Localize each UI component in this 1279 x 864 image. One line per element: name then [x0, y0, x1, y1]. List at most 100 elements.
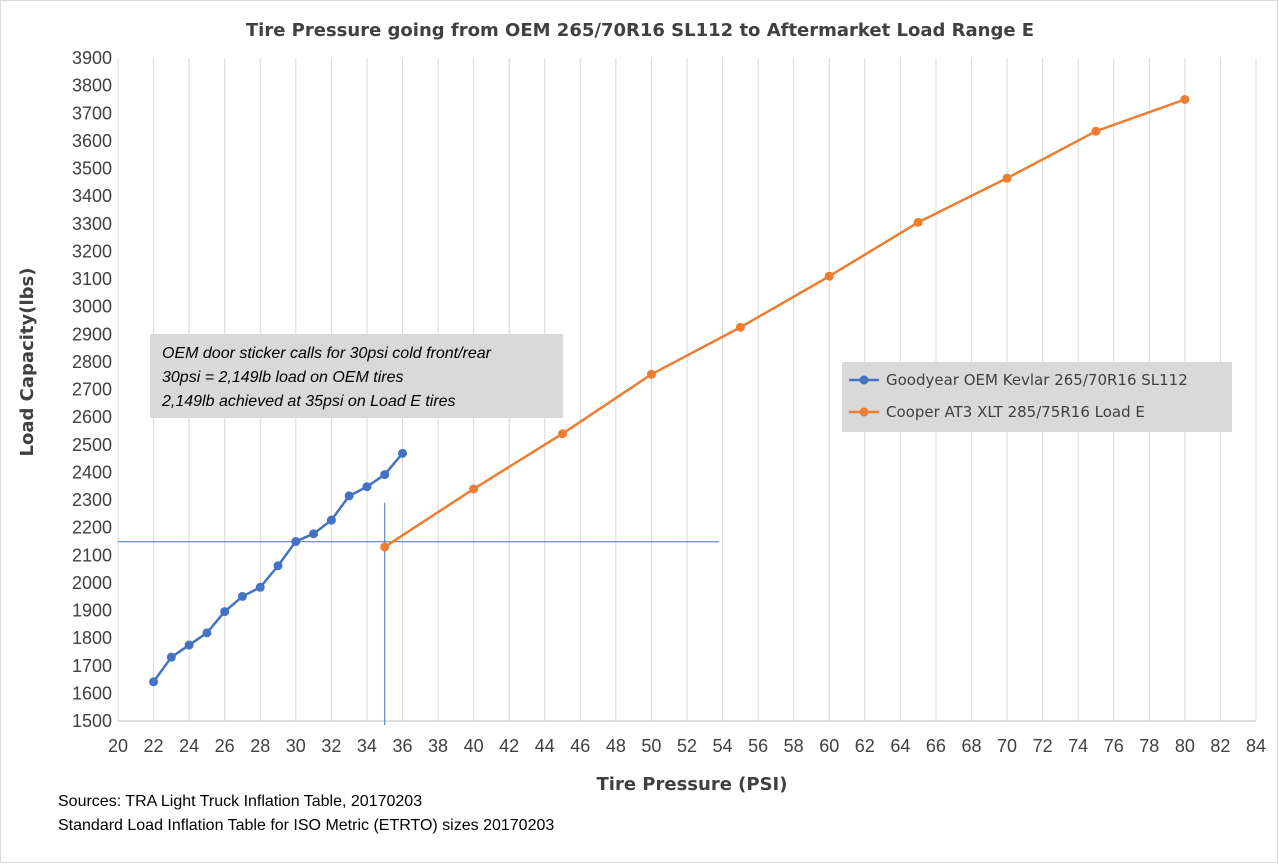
legend-label-goodyear: Goodyear OEM Kevlar 265/70R16 SL112 — [886, 371, 1188, 389]
data-point-cooper — [824, 271, 834, 281]
x-tick-label: 32 — [321, 736, 341, 756]
x-tick-label: 64 — [890, 736, 910, 756]
y-tick-label: 1900 — [72, 601, 112, 621]
x-tick-label: 74 — [1068, 736, 1088, 756]
y-tick-label: 1700 — [72, 656, 112, 676]
x-tick-label: 60 — [819, 736, 839, 756]
x-tick-label: 84 — [1246, 736, 1266, 756]
y-tick-label: 3100 — [72, 269, 112, 289]
x-tick-label: 82 — [1210, 736, 1230, 756]
source-note-2: Standard Load Inflation Table for ISO Me… — [58, 817, 554, 834]
y-tick-label: 3000 — [72, 297, 112, 317]
x-tick-label: 26 — [215, 736, 235, 756]
x-tick-label: 52 — [677, 736, 697, 756]
data-point-goodyear — [255, 582, 265, 592]
data-point-goodyear — [273, 561, 283, 571]
y-tick-label: 2700 — [72, 380, 112, 400]
y-tick-label: 3500 — [72, 159, 112, 179]
x-tick-label: 40 — [464, 736, 484, 756]
y-tick-label: 2200 — [72, 518, 112, 538]
data-point-cooper — [735, 322, 745, 332]
y-tick-label: 1500 — [72, 711, 112, 731]
annotation-line-2: 30psi = 2,149lb load on OEM tires — [162, 369, 403, 386]
data-point-goodyear — [398, 448, 407, 458]
x-tick-label: 22 — [144, 736, 164, 756]
y-tick-label: 1800 — [72, 628, 112, 648]
series — [149, 94, 1190, 687]
data-point-goodyear — [309, 529, 319, 539]
data-point-goodyear — [166, 652, 176, 662]
source-note-1: Sources: TRA Light Truck Inflation Table… — [58, 793, 422, 810]
legend-label-cooper: Cooper AT3 XLT 285/75R16 Load E — [886, 403, 1145, 421]
data-point-goodyear — [326, 515, 336, 525]
x-tick-label: 38 — [428, 736, 448, 756]
x-tick-labels: 20 22 24 26 28 30 32 34 36 38 40 42 44 46 48 50 52 54 56 58… — [108, 736, 1266, 756]
data-point-cooper — [1180, 94, 1190, 104]
y-tick-label: 3400 — [72, 186, 112, 206]
y-tick-label: 3900 — [72, 48, 112, 68]
annotation-box: OEM door sticker calls for 30psi cold fr… — [150, 334, 563, 418]
data-point-goodyear — [184, 640, 194, 650]
x-tick-label: 28 — [250, 736, 270, 756]
x-tick-label: 70 — [997, 736, 1017, 756]
y-tick-label: 2100 — [72, 545, 112, 565]
data-point-goodyear — [202, 628, 212, 638]
y-tick-label: 3200 — [72, 241, 112, 261]
x-tick-label: 76 — [1104, 736, 1124, 756]
data-point-cooper — [558, 429, 568, 439]
y-tick-label: 2800 — [72, 352, 112, 372]
x-tick-label: 36 — [392, 736, 412, 756]
data-point-goodyear — [220, 607, 230, 617]
x-tick-label: 50 — [641, 736, 661, 756]
x-tick-label: 48 — [606, 736, 626, 756]
x-tick-label: 54 — [713, 736, 733, 756]
legend-marker-goodyear — [859, 375, 869, 385]
x-tick-label: 20 — [108, 736, 128, 756]
x-tick-label: 80 — [1175, 736, 1195, 756]
annotation-background — [150, 334, 563, 418]
x-tick-label: 58 — [784, 736, 804, 756]
y-tick-label: 1600 — [72, 683, 112, 703]
x-tick-label: 46 — [570, 736, 590, 756]
x-tick-label: 62 — [855, 736, 875, 756]
data-point-goodyear — [380, 470, 390, 480]
y-tick-label: 2000 — [72, 573, 112, 593]
x-tick-label: 24 — [179, 736, 199, 756]
annotation-line-3: 2,149lb achieved at 35psi on Load E tire… — [161, 393, 456, 410]
legend-marker-cooper — [859, 407, 869, 417]
chart-title: Tire Pressure going from OEM 265/70R16 S… — [246, 20, 1034, 41]
data-point-cooper — [646, 369, 656, 379]
data-point-goodyear — [291, 536, 301, 546]
data-point-cooper — [1091, 126, 1101, 136]
x-tick-label: 66 — [926, 736, 946, 756]
x-tick-label: 56 — [748, 736, 768, 756]
x-axis-title: Tire Pressure (PSI) — [597, 774, 788, 795]
y-axis-title: Load Capacity(lbs) — [17, 268, 38, 457]
x-tick-label: 30 — [286, 736, 306, 756]
y-tick-label: 3800 — [72, 76, 112, 96]
legend: Goodyear OEM Kevlar 265/70R16 SL112 Coop… — [842, 362, 1232, 432]
reference-lines — [118, 502, 720, 725]
x-tick-label: 44 — [535, 736, 555, 756]
y-tick-label: 3600 — [72, 131, 112, 151]
data-point-cooper — [913, 217, 923, 227]
x-tick-label: 34 — [357, 736, 377, 756]
y-tick-label: 3300 — [72, 214, 112, 234]
legend-background — [842, 362, 1232, 432]
y-tick-label: 3700 — [72, 103, 112, 123]
data-point-cooper — [380, 542, 390, 552]
y-tick-label: 2300 — [72, 490, 112, 510]
series-line-cooper — [384, 98, 1186, 549]
data-point-goodyear — [362, 482, 372, 492]
data-point-goodyear — [237, 591, 247, 601]
data-point-goodyear — [344, 491, 354, 501]
annotation-line-1: OEM door sticker calls for 30psi cold fr… — [162, 345, 492, 362]
data-point-cooper — [469, 484, 479, 494]
x-tick-label: 42 — [499, 736, 519, 756]
y-tick-labels: 1500 1600 1700 1800 1900 2000 2100 2200 2300 2400… — [72, 48, 112, 731]
data-point-cooper — [1002, 173, 1012, 183]
x-tick-label: 78 — [1139, 736, 1159, 756]
data-point-goodyear — [149, 677, 159, 687]
y-tick-label: 2400 — [72, 462, 112, 482]
